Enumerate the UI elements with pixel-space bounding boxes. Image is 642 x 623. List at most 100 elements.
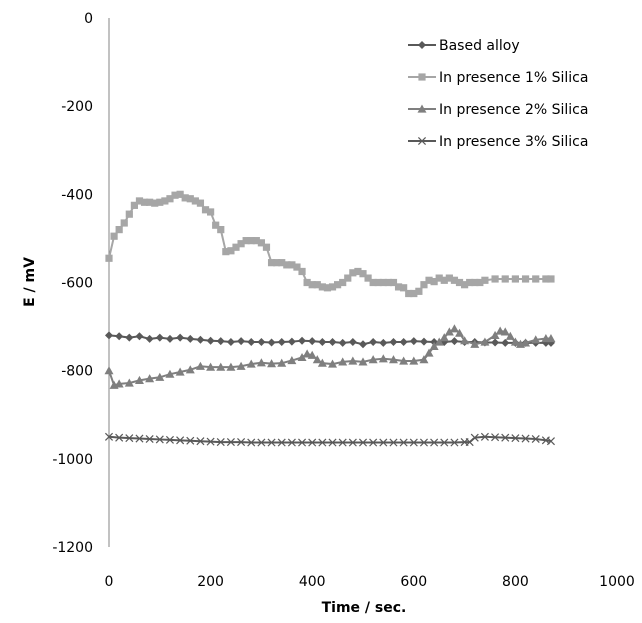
y-tick-label: -1200	[52, 540, 93, 556]
data-point	[115, 433, 124, 442]
data-point	[293, 263, 301, 271]
data-point	[135, 434, 144, 443]
data-point	[287, 438, 296, 447]
y-tick-label: -1000	[52, 452, 93, 468]
data-point	[409, 356, 419, 365]
data-point	[399, 438, 408, 447]
data-point	[389, 338, 398, 347]
data-point	[277, 438, 286, 447]
data-point	[207, 208, 215, 216]
data-point	[358, 438, 368, 447]
data-point	[419, 337, 428, 346]
data-point	[308, 337, 317, 346]
data-point	[531, 434, 540, 444]
data-point	[146, 198, 154, 206]
data-point	[303, 278, 311, 287]
data-point	[217, 226, 225, 234]
data-point	[145, 374, 155, 383]
data-point	[277, 358, 287, 367]
data-point	[430, 278, 438, 286]
data-point	[369, 338, 378, 347]
data-point	[140, 198, 149, 206]
data-point	[450, 337, 459, 346]
data-point	[104, 432, 114, 441]
y-axis-title: E / mV	[22, 257, 38, 307]
data-point	[110, 232, 118, 240]
data-point	[267, 338, 276, 347]
data-point	[115, 226, 123, 234]
data-point	[420, 281, 428, 289]
data-point	[425, 276, 433, 284]
data-point	[155, 435, 164, 444]
data-point	[278, 259, 286, 267]
data-point	[186, 334, 195, 343]
data-point	[374, 278, 382, 287]
series-line	[108, 435, 552, 444]
data-point	[313, 281, 321, 289]
data-point	[435, 274, 443, 282]
data-point	[460, 336, 470, 345]
plot-series	[104, 190, 556, 447]
data-point	[450, 438, 459, 447]
legend-marker	[417, 104, 427, 113]
data-point	[125, 333, 134, 342]
data-point	[246, 359, 256, 368]
legend-label: In presence 3% Silica	[439, 134, 588, 150]
y-tick-label: -800	[61, 364, 93, 380]
data-point	[165, 435, 174, 444]
data-point	[134, 375, 144, 384]
data-point	[405, 289, 413, 298]
x-axis-ticks: 0 200 400 600 800 1000	[105, 574, 635, 590]
data-point	[232, 243, 240, 251]
data-point	[226, 438, 235, 447]
data-point	[105, 254, 113, 262]
data-point	[145, 434, 154, 444]
data-point	[165, 334, 174, 343]
data-point	[461, 281, 469, 289]
data-point	[349, 269, 357, 277]
data-point	[480, 337, 490, 346]
data-point	[185, 365, 195, 374]
data-point	[283, 261, 291, 269]
data-point	[500, 327, 510, 336]
data-point	[328, 438, 337, 447]
data-point	[409, 438, 418, 447]
data-point	[399, 356, 409, 365]
data-point	[505, 331, 515, 340]
data-point	[444, 327, 454, 336]
data-point	[490, 330, 500, 339]
data-point	[419, 355, 429, 364]
data-point	[171, 191, 179, 199]
data-point	[354, 267, 362, 276]
data-point	[312, 355, 322, 364]
legend-label: In presence 2% Silica	[439, 102, 588, 118]
data-point	[491, 338, 500, 347]
data-point	[429, 341, 439, 351]
data-point	[257, 239, 265, 247]
data-point	[273, 259, 281, 267]
x-tick-label: 1000	[599, 574, 635, 590]
data-point	[237, 240, 245, 248]
data-point	[389, 278, 398, 287]
data-point	[521, 338, 531, 347]
data-point	[439, 333, 449, 342]
y-axis-ticks: 0 -200 -400 -600 -800 -1000 -1200	[52, 11, 93, 556]
data-point	[165, 369, 175, 378]
y-tick-label: -200	[61, 99, 93, 115]
data-point	[378, 354, 388, 363]
data-point	[114, 379, 124, 388]
data-point	[445, 274, 453, 282]
x-tick-label: 800	[502, 574, 529, 590]
data-point	[302, 349, 312, 358]
data-point	[104, 366, 114, 375]
data-point	[400, 284, 408, 292]
data-point	[206, 437, 215, 446]
data-point	[348, 438, 357, 447]
data-point	[298, 438, 307, 447]
data-point	[364, 274, 372, 282]
data-point	[161, 197, 169, 205]
data-point	[175, 367, 185, 376]
x-tick-label: 0	[105, 574, 114, 590]
data-point	[394, 283, 403, 291]
